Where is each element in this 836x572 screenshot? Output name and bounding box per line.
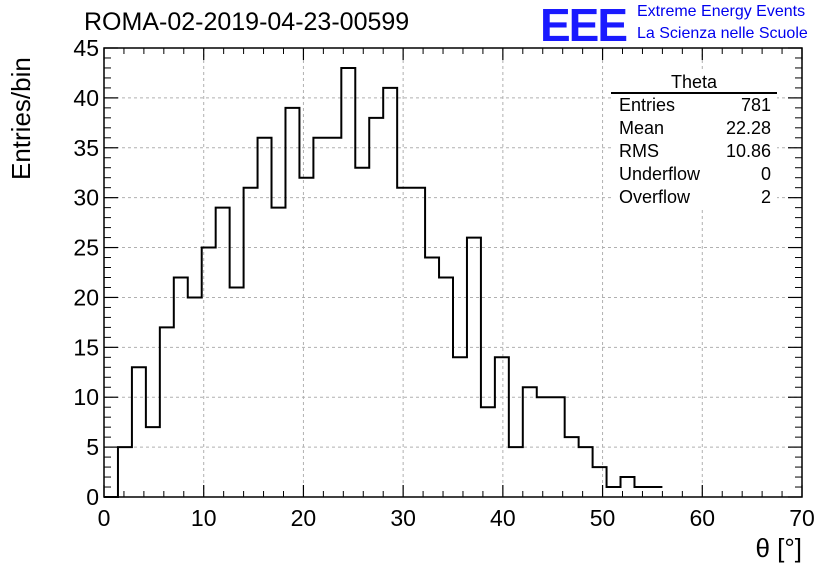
y-tick-label: 20 <box>73 284 99 310</box>
stats-value: 781 <box>740 95 771 115</box>
y-tick-label: 45 <box>73 35 99 61</box>
stats-label: Overflow <box>619 187 691 207</box>
stats-box: Theta Entries 781 Mean 22.28 RMS 10.86 U… <box>611 72 777 209</box>
x-tick-label: 30 <box>390 505 416 531</box>
histogram-series-line <box>104 66 663 498</box>
x-tick-label: 20 <box>291 505 317 531</box>
y-tick-label: 5 <box>86 434 99 460</box>
logo-caption-line2: La Scienza nelle Scuole <box>637 25 808 42</box>
y-axis-label: Entries/bin <box>6 57 36 180</box>
x-tick-label: 10 <box>191 505 217 531</box>
chart-title: ROMA-02-2019-04-23-00599 <box>84 8 410 36</box>
stats-value: 10.86 <box>725 141 771 161</box>
stats-label: Entries <box>619 95 676 115</box>
x-tick-label: 60 <box>689 505 715 531</box>
x-tick-label: 0 <box>98 505 111 531</box>
eee-logo: EEE <box>540 0 628 51</box>
stats-row: Entries 781 <box>611 94 777 117</box>
x-tick-label: 40 <box>490 505 516 531</box>
stats-label: Mean <box>619 118 665 138</box>
y-tick-label: 0 <box>86 484 99 510</box>
x-tick-label: 50 <box>590 505 616 531</box>
y-tick-label: 25 <box>73 235 99 261</box>
logo-caption-line1: Extreme Energy Events <box>637 3 806 20</box>
stats-value: 2 <box>760 187 771 207</box>
stats-title: Theta <box>611 72 777 94</box>
x-tick-label: 70 <box>789 505 815 531</box>
stats-row: RMS 10.86 <box>611 140 777 163</box>
stats-label: RMS <box>619 141 659 161</box>
stats-value: 22.28 <box>725 118 771 138</box>
stats-row: Underflow 0 <box>611 163 777 186</box>
plot-frame <box>103 47 803 498</box>
stats-label: Underflow <box>619 164 701 184</box>
y-tick-label: 35 <box>73 135 99 161</box>
x-axis-label: θ [°] <box>755 533 802 563</box>
stats-row: Mean 22.28 <box>611 117 777 140</box>
y-tick-label: 30 <box>73 185 99 211</box>
y-tick-label: 15 <box>73 334 99 360</box>
stats-row: Overflow 2 <box>611 186 777 209</box>
y-tick-label: 10 <box>73 384 99 410</box>
y-tick-label: 40 <box>73 85 99 111</box>
stats-value: 0 <box>760 164 771 184</box>
